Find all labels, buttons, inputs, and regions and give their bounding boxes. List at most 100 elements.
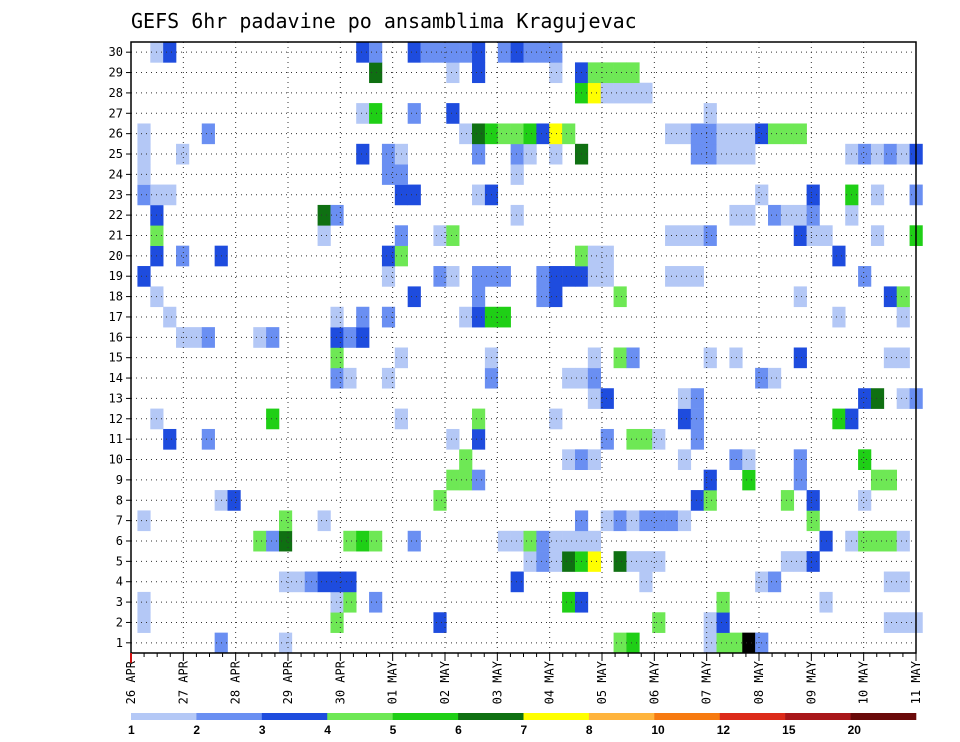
heatmap-cell — [549, 123, 563, 145]
heatmap-cell — [896, 306, 910, 328]
heatmap-cell — [369, 103, 383, 124]
y-tick-label: 3 — [116, 595, 123, 609]
heatmap-cell — [716, 591, 730, 613]
heatmap-cell — [768, 571, 782, 593]
heatmap-cell — [253, 327, 267, 348]
heatmap-cell — [768, 204, 782, 226]
heatmap-cell — [742, 123, 756, 145]
x-tick-label: 11 MAY — [909, 660, 923, 704]
heatmap-cell — [317, 571, 331, 593]
heatmap-cell — [407, 184, 421, 206]
heatmap-cell — [420, 42, 434, 63]
heatmap-cell — [626, 510, 640, 532]
heatmap-cell — [472, 123, 486, 145]
heatmap-cell — [716, 632, 730, 654]
heatmap-cell — [677, 123, 692, 145]
heatmap-cell — [587, 449, 602, 470]
heatmap-cell — [510, 571, 524, 593]
heatmap-cell — [549, 62, 563, 84]
heatmap-cell — [716, 612, 730, 633]
heatmap-cell — [793, 225, 807, 246]
heatmap-cell — [497, 42, 511, 63]
heatmap-cell — [407, 42, 421, 63]
heatmap-cell — [163, 306, 177, 328]
heatmap-cell — [407, 286, 421, 308]
heatmap-cell — [883, 286, 897, 308]
heatmap-cell — [510, 42, 524, 63]
heatmap-cell — [278, 571, 293, 593]
heatmap-cell — [317, 225, 331, 246]
heatmap-cell — [176, 327, 190, 348]
heatmap-cell — [600, 62, 614, 84]
heatmap-cell — [201, 123, 215, 145]
y-tick-label: 16 — [109, 330, 123, 344]
heatmap-cell — [703, 469, 717, 491]
heatmap-cell — [600, 82, 614, 104]
y-tick-label: 2 — [116, 615, 123, 629]
heatmap-cell — [613, 286, 627, 308]
heatmap-cell — [227, 490, 241, 511]
heatmap-cell — [266, 327, 280, 348]
legend-label: 20 — [848, 723, 862, 737]
heatmap-cell — [446, 225, 460, 246]
heatmap-cell — [677, 408, 692, 430]
y-tick-label: 18 — [109, 290, 123, 304]
heatmap-cell — [690, 143, 704, 165]
y-tick-label: 28 — [109, 86, 123, 100]
heatmap-cell — [613, 82, 627, 104]
heatmap-cell — [780, 551, 795, 572]
y-tick-label: 22 — [109, 208, 123, 222]
heatmap-cell — [806, 551, 820, 572]
heatmap-cell — [690, 490, 704, 511]
heatmap-cell — [587, 367, 602, 389]
y-tick-label: 6 — [116, 534, 123, 548]
heatmap-cell — [768, 123, 782, 145]
heatmap-cell — [806, 225, 820, 246]
heatmap-cell — [343, 591, 357, 613]
heatmap-cell — [459, 42, 473, 63]
heatmap-cell — [536, 530, 550, 552]
heatmap-cell — [433, 225, 447, 246]
heatmap-cell — [433, 42, 447, 63]
heatmap-cell — [278, 510, 293, 532]
heatmap-cell — [510, 164, 524, 185]
heatmap-cell — [793, 469, 807, 491]
heatmap-cell — [639, 428, 653, 450]
legend-swatch — [850, 713, 917, 720]
heatmap-cell — [536, 551, 550, 572]
legend-label: 7 — [521, 723, 528, 737]
heatmap-cell — [407, 103, 421, 124]
legend-swatch — [261, 713, 328, 720]
legend-label: 2 — [193, 723, 200, 737]
heatmap-cell — [536, 123, 550, 145]
heatmap-cell — [278, 632, 293, 654]
heatmap-cell — [690, 266, 704, 287]
heatmap-cell — [137, 143, 151, 165]
y-tick-label: 8 — [116, 493, 123, 507]
legend-swatch — [523, 713, 590, 720]
legend-label: 1 — [128, 723, 135, 737]
x-tick-label: 07 MAY — [700, 660, 714, 704]
heatmap-cell — [459, 306, 473, 328]
legend-swatch — [392, 713, 459, 720]
heatmap-cell — [677, 388, 692, 409]
heatmap-cell — [858, 266, 872, 287]
y-tick-label: 13 — [109, 391, 123, 405]
heatmap-cell — [472, 143, 486, 165]
heatmap-cell — [600, 266, 614, 287]
heatmap-cell — [677, 510, 692, 532]
heatmap-cell — [381, 143, 396, 165]
heatmap-cell — [587, 266, 602, 287]
heatmap-cell — [407, 530, 421, 552]
heatmap-cell — [896, 347, 910, 369]
x-axis: 26 APR 27 APR 28 APR 29 APR 30 APR 01 MAY 02 M… — [124, 653, 923, 704]
y-tick-label: 11 — [109, 432, 123, 446]
heatmap-cell — [343, 571, 357, 593]
heatmap-cell — [381, 367, 396, 389]
heatmap-cell — [137, 164, 151, 185]
heatmap-cell — [806, 490, 820, 511]
x-tick-label: 29 APR — [281, 660, 295, 704]
heatmap-cell — [523, 530, 537, 552]
x-tick-label: 03 MAY — [490, 660, 504, 704]
heatmap-cell — [369, 42, 383, 63]
